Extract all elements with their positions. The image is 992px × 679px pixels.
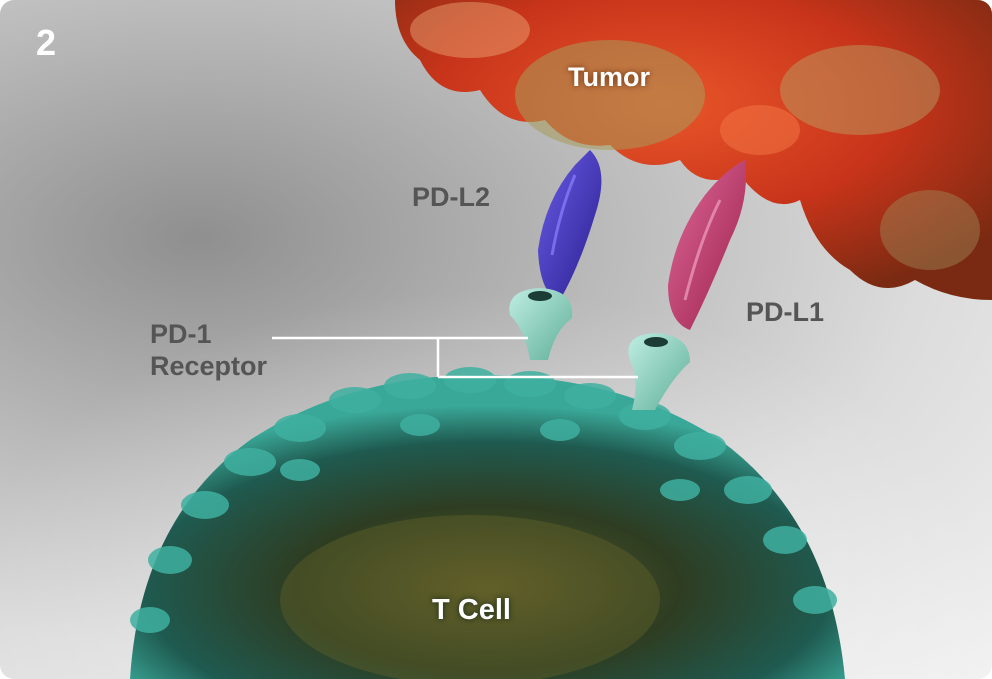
pd-l1-label: PD-L1 <box>746 297 824 328</box>
t-cell-label: T Cell <box>432 594 511 627</box>
pd-l2-ligand <box>538 150 601 300</box>
panel-number: 2 <box>36 22 56 64</box>
pd-1-receptor-label: PD-1 Receptor <box>150 318 267 382</box>
pd-l1-ligand <box>668 160 746 330</box>
tumor-label: Tumor <box>568 62 650 93</box>
pd-1-label-line1: PD-1 <box>150 318 267 350</box>
pd-1-label-line2: Receptor <box>150 350 267 382</box>
pd-l2-label: PD-L2 <box>412 182 490 213</box>
